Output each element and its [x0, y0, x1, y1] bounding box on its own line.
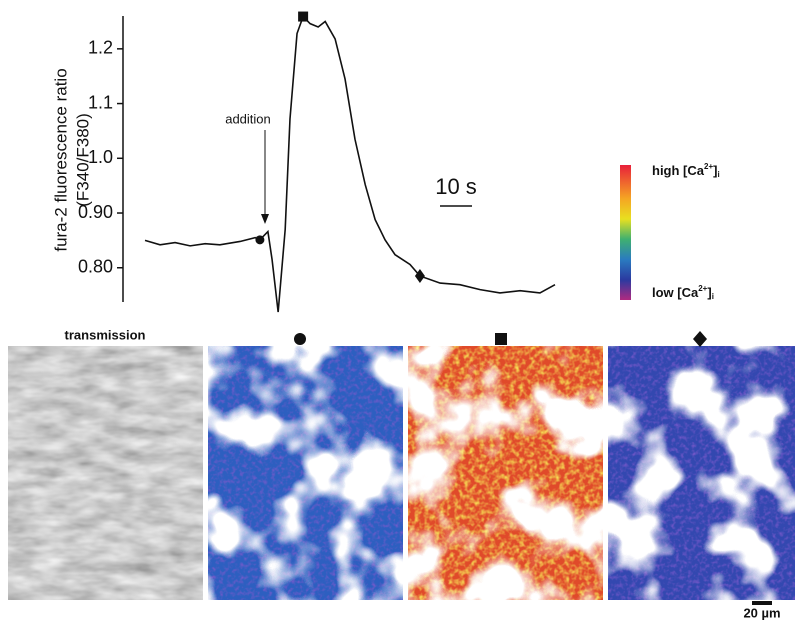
ratio-image — [608, 346, 795, 600]
arrow-head — [261, 214, 269, 224]
transmission-texture — [8, 346, 203, 600]
y-tick-label: 1.0 — [88, 147, 113, 167]
colorbar-low: low [Ca2+]i — [652, 284, 714, 301]
time-scale-label: 10 s — [435, 174, 477, 199]
colorbar — [620, 165, 631, 300]
y-tick-label: 1.2 — [88, 38, 113, 58]
panel-symbol — [294, 333, 306, 345]
y-axis-label: fura-2 fluorescence ratio — [51, 68, 70, 251]
annotation: addition — [225, 111, 271, 126]
ratio-image — [208, 346, 403, 600]
panel-label: transmission — [65, 327, 146, 342]
data-line — [144, 15, 556, 313]
y-tick-label: 0.80 — [78, 256, 113, 276]
y-tick-label: 1.1 — [88, 92, 113, 112]
panel-symbol — [693, 331, 707, 347]
point-marker — [414, 268, 425, 283]
point-marker — [255, 235, 265, 245]
panel-symbol — [495, 333, 507, 345]
y-tick-label: 0.90 — [78, 202, 113, 222]
colorbar-high: high [Ca2+]i — [652, 162, 720, 179]
y-axis-label: (F340/F380) — [73, 113, 92, 207]
scale-label: 20 µm — [743, 605, 780, 620]
ratio-image — [408, 346, 603, 600]
point-marker — [298, 11, 309, 22]
